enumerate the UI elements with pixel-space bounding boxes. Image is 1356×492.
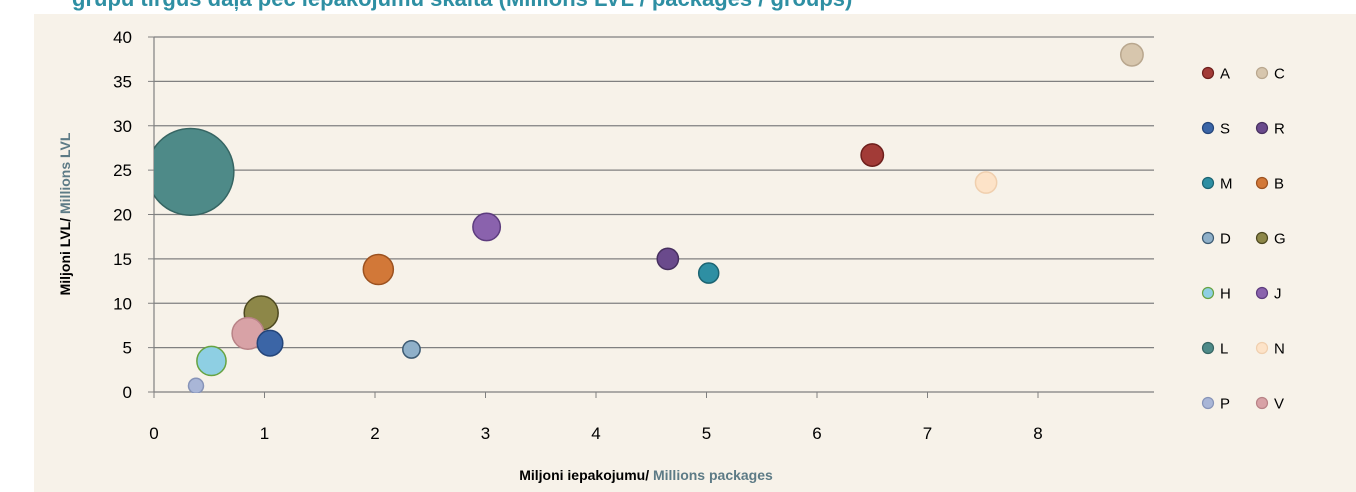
- legend-label-r: R: [1274, 121, 1285, 138]
- y-axis-title-secondary: Millions LVL: [57, 132, 73, 218]
- chart-area: [34, 14, 1356, 492]
- title-strip: grupu tirgus daļa pēc iepakojumu skaita …: [0, 0, 1356, 14]
- axes: 0 5 10 15 20 25 30 35 40 0 1 2 3 4 5 6 7 8: [113, 28, 1154, 443]
- x-tick-label: 2: [370, 424, 379, 443]
- x-axis-title-main: Miljoni iepakojumu/: [519, 467, 649, 483]
- x-tick-label: 6: [812, 424, 821, 443]
- legend-marker-m: [1201, 176, 1215, 190]
- bubble-m: [697, 262, 720, 284]
- x-tick-label: 3: [481, 424, 490, 443]
- x-tick-label: 7: [923, 424, 932, 443]
- legend-marker-s: [1201, 121, 1215, 135]
- bubble-p: [187, 377, 205, 393]
- bubble-j: [472, 212, 502, 242]
- legend-marker-p: [1201, 396, 1215, 410]
- bubble-b: [362, 253, 395, 286]
- y-tick-label: 35: [113, 72, 132, 91]
- x-tick-label: 5: [702, 424, 711, 443]
- legend-label-p: P: [1220, 396, 1230, 413]
- legend-marker-c: [1255, 66, 1269, 80]
- legend-label-h: H: [1220, 286, 1231, 303]
- legend-marker-j: [1255, 286, 1269, 300]
- legend-label-m: M: [1220, 176, 1233, 193]
- y-tick-label: 30: [113, 117, 132, 136]
- grid-lines: [154, 36, 1154, 349]
- chart-title-partial: grupu tirgus daļa pēc iepakojumu skaita …: [72, 0, 852, 12]
- bubble-s: [256, 329, 284, 357]
- bubble-d: [402, 339, 421, 359]
- legend-label-v: V: [1274, 396, 1284, 413]
- y-axis-title: Miljoni LVL/ Millions LVL: [57, 132, 73, 295]
- legend-marker-r: [1255, 121, 1269, 135]
- legend: A C S R M B D G H J L N P V: [1201, 66, 1286, 413]
- x-axis-title: Miljoni iepakojumu/ Millions packages: [519, 467, 773, 483]
- y-tick-label: 20: [113, 206, 132, 225]
- y-tick-label: 40: [113, 28, 132, 47]
- legend-label-n: N: [1274, 341, 1285, 358]
- bubble-n: [974, 171, 998, 194]
- y-tick-label: 25: [113, 161, 132, 180]
- bubble-r: [656, 247, 680, 271]
- legend-marker-l: [1201, 341, 1215, 355]
- legend-label-l: L: [1220, 341, 1228, 358]
- y-tick-label: 10: [113, 294, 132, 313]
- legend-marker-v: [1255, 396, 1269, 410]
- legend-label-a: A: [1220, 66, 1230, 83]
- bubble-l: [154, 127, 235, 217]
- legend-label-d: D: [1220, 231, 1231, 248]
- legend-label-g: G: [1274, 231, 1286, 248]
- legend-marker-b: [1255, 176, 1269, 190]
- x-tick-label: 1: [260, 424, 269, 443]
- x-tick-label: 4: [591, 424, 600, 443]
- legend-label-s: S: [1220, 121, 1230, 138]
- x-tick-label: 0: [149, 424, 158, 443]
- bubble-a: [860, 143, 885, 167]
- x-tick-label: 8: [1033, 424, 1042, 443]
- legend-label-c: C: [1274, 66, 1285, 83]
- legend-marker-g: [1255, 231, 1269, 245]
- bubbles: [154, 42, 1144, 393]
- legend-marker-d: [1201, 231, 1215, 245]
- y-tick-label: 15: [113, 250, 132, 269]
- legend-label-j: J: [1274, 286, 1282, 303]
- bubble-c: [1119, 42, 1144, 67]
- legend-marker-a: [1201, 66, 1215, 80]
- y-axis-title-main: Miljoni LVL/: [57, 218, 73, 296]
- y-tick-label: 0: [123, 383, 132, 402]
- bubble-h: [196, 345, 227, 377]
- legend-marker-n: [1255, 341, 1269, 355]
- x-axis-title-secondary: Millions packages: [649, 467, 773, 483]
- legend-marker-h: [1201, 286, 1215, 300]
- y-tick-label: 5: [123, 339, 132, 358]
- legend-label-b: B: [1274, 176, 1284, 193]
